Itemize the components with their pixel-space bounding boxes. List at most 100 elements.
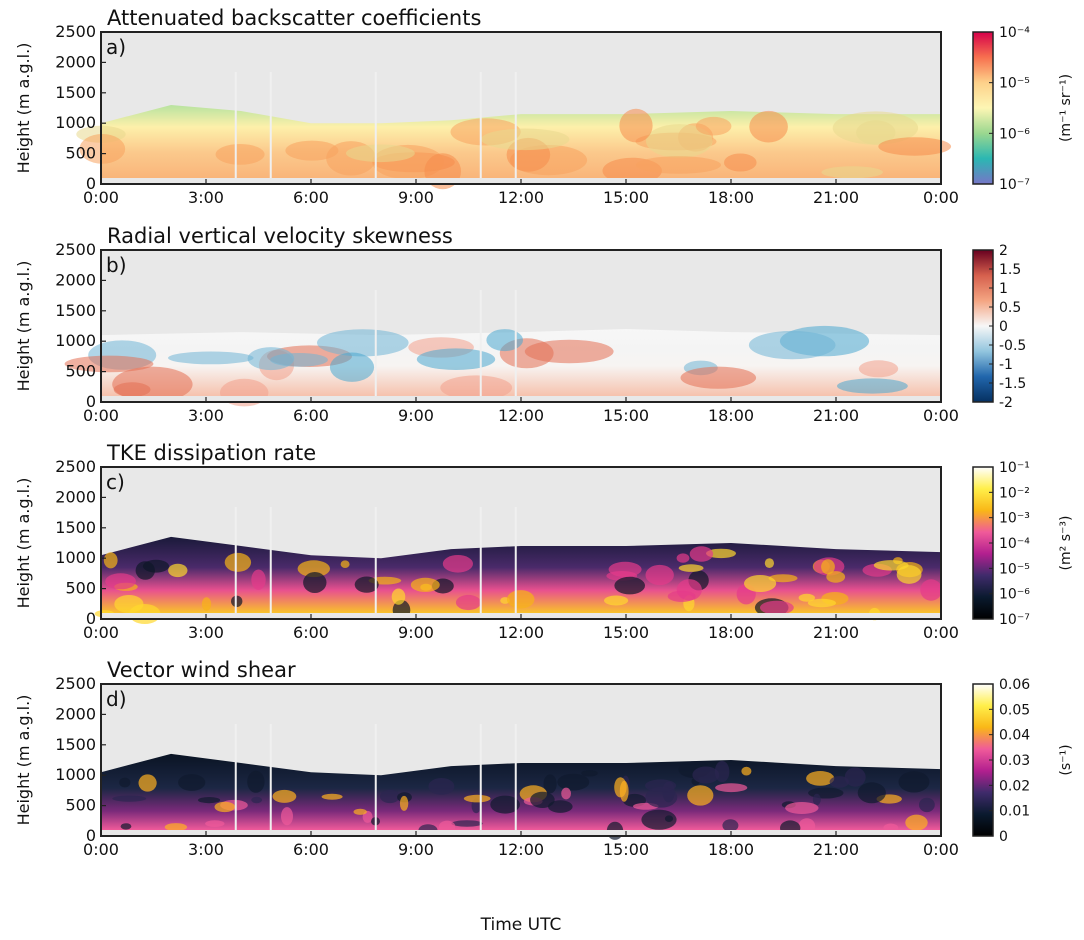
x-tick-label: 21:00 (813, 840, 859, 859)
field-texture-3 (353, 808, 367, 815)
y-tick-label: 0 (86, 609, 96, 628)
field-texture-2 (920, 579, 942, 601)
panel-2: 0 500 1000 1500 2000 2500 0:00 3:00 6:00 9:00 12:0… (14, 441, 1074, 642)
x-tick-label: 18:00 (708, 188, 754, 207)
y-tick-label: 2500 (55, 22, 96, 41)
field-texture-1 (858, 360, 899, 378)
field-texture-0 (832, 111, 919, 145)
field-texture-3 (905, 814, 928, 831)
field-texture-0 (285, 140, 339, 161)
field-texture-2 (354, 576, 379, 593)
panel-label: b) (106, 253, 127, 277)
field-texture-2 (676, 553, 690, 563)
field-texture-3 (557, 773, 590, 791)
x-tick-label: 15:00 (603, 406, 649, 425)
y-axis-label: Height (m a.g.l.) (14, 261, 33, 392)
x-tick-label: 3:00 (188, 623, 224, 642)
field-texture-2 (114, 595, 144, 613)
field-texture-3 (812, 793, 821, 806)
field-texture-1 (168, 351, 254, 365)
field-texture-3 (380, 789, 400, 804)
field-texture-2 (645, 564, 674, 586)
field-texture-3 (205, 820, 225, 827)
y-tick-label: 2500 (55, 674, 96, 693)
x-tick-label: 21:00 (813, 406, 859, 425)
field-texture-0 (79, 134, 126, 164)
field-texture-2 (768, 574, 798, 583)
field-texture-3 (399, 795, 409, 811)
x-axis-label: Time UTC (480, 915, 562, 935)
colorbar-tick-label: 10⁻⁵ (999, 561, 1030, 577)
colorbar-tick-label: 2 (999, 243, 1008, 259)
colorbar-unit: (s⁻¹) (1058, 744, 1074, 775)
field-texture-3 (919, 797, 935, 813)
field-texture-1 (64, 355, 154, 373)
y-tick-label: 1000 (55, 548, 96, 567)
x-tick-label: 9:00 (398, 406, 434, 425)
x-tick-label: 0:00 (923, 840, 959, 859)
field-texture-2 (168, 563, 188, 578)
x-tick-label: 3:00 (188, 188, 224, 207)
field-texture-1 (416, 348, 496, 371)
field-texture-0 (215, 144, 265, 165)
colorbar-tick-label: 10⁻⁷ (999, 177, 1030, 193)
colorbar-tick-label: 0.01 (999, 804, 1030, 820)
y-tick-label: 1000 (55, 113, 96, 132)
field-texture-3 (692, 766, 720, 784)
field-texture-2 (764, 558, 775, 568)
x-tick-label: 0:00 (83, 623, 119, 642)
colorbar-unit: (m² s⁻³) (1058, 516, 1074, 571)
field-texture-2 (103, 552, 118, 569)
colorbar-tick-label: 10⁻⁷ (999, 612, 1030, 628)
x-tick-label: 6:00 (293, 188, 329, 207)
field-texture-2 (873, 560, 909, 571)
y-tick-label: 1500 (55, 83, 96, 102)
colorbar-unit: (m⁻¹ sr⁻¹) (1058, 74, 1074, 142)
field-texture-3 (641, 809, 677, 830)
y-tick-label: 500 (65, 796, 96, 815)
field-texture-3 (119, 777, 131, 788)
colorbar-tick-label: 0 (999, 319, 1008, 335)
field-texture-0 (695, 116, 732, 136)
field-texture-3 (883, 823, 899, 833)
x-tick-label: 0:00 (83, 406, 119, 425)
x-tick-label: 3:00 (188, 840, 224, 859)
x-tick-label: 0:00 (923, 623, 959, 642)
field-texture-2 (455, 594, 481, 611)
field-texture-2 (678, 564, 704, 572)
field-texture-2 (807, 598, 837, 608)
field-texture-2 (667, 590, 696, 602)
field-texture-2 (303, 572, 327, 593)
field-texture-3 (548, 800, 573, 813)
y-axis-label: Height (m a.g.l.) (14, 695, 33, 826)
y-tick-label: 0 (86, 826, 96, 845)
field-texture-3 (722, 819, 739, 832)
x-tick-label: 9:00 (398, 623, 434, 642)
x-tick-label: 15:00 (603, 188, 649, 207)
field-texture-3 (581, 770, 598, 777)
x-tick-label: 18:00 (708, 623, 754, 642)
field-texture-2 (826, 571, 846, 583)
field-texture-2 (689, 546, 714, 562)
panel-0: 0 500 1000 1500 2000 2500 0:00 3:00 6:00 9:00 12:0… (14, 6, 1074, 207)
x-tick-label: 6:00 (293, 406, 329, 425)
colorbar-tick-label: 10⁻⁴ (999, 25, 1030, 41)
field-texture-1 (329, 352, 375, 382)
panel-title: Radial vertical velocity skewness (107, 224, 453, 248)
x-tick-label: 0:00 (83, 188, 119, 207)
field-texture-2 (142, 559, 170, 573)
field-texture-1 (837, 378, 908, 394)
field-texture-3 (198, 797, 221, 804)
y-tick-label: 1000 (55, 765, 96, 784)
field-texture-3 (741, 766, 752, 776)
colorbar-tick-label: 1 (999, 281, 1008, 297)
colorbar-0 (972, 31, 994, 185)
y-tick-label: 1000 (55, 331, 96, 350)
x-tick-label: 6:00 (293, 623, 329, 642)
x-tick-label: 21:00 (813, 188, 859, 207)
field-texture-2 (614, 576, 645, 595)
colorbar-tick-label: 10⁻² (999, 485, 1030, 501)
x-tick-label: 21:00 (813, 623, 859, 642)
field-texture-3 (715, 783, 748, 793)
